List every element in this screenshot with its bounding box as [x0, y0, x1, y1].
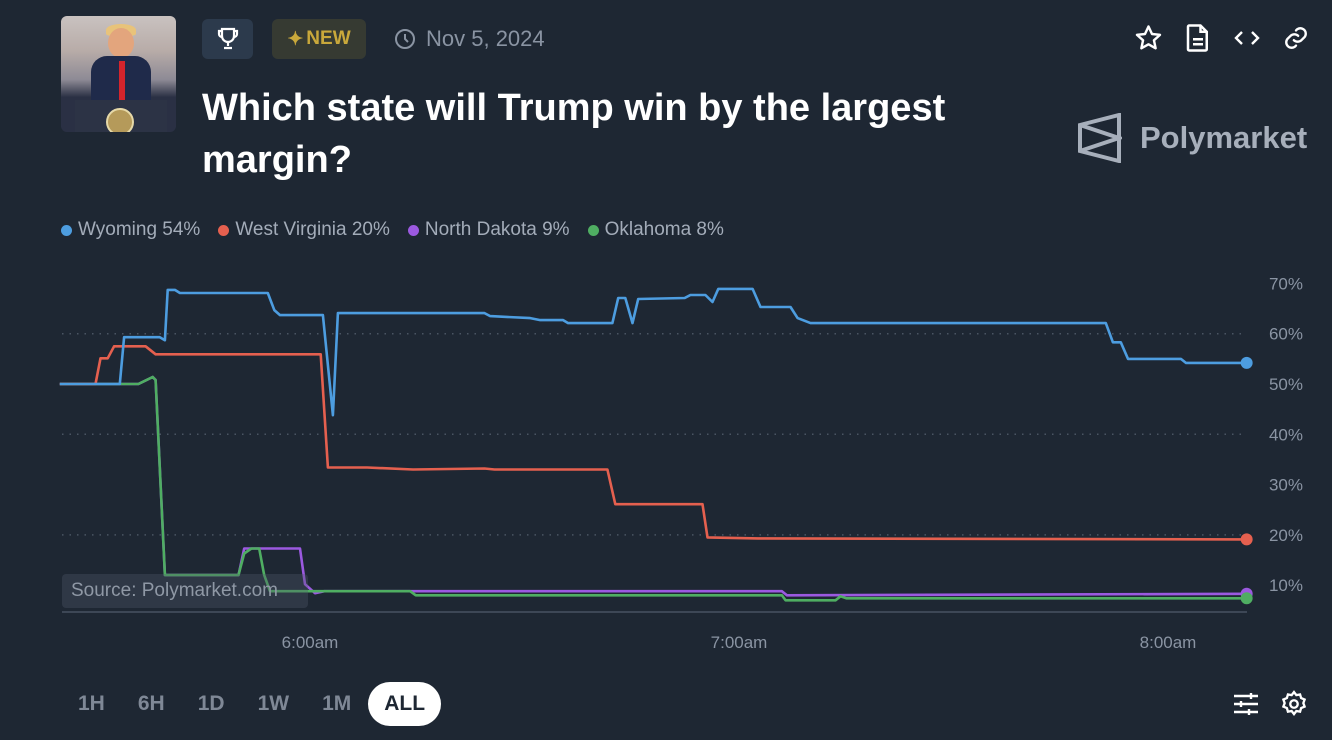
series-endpoint-oklahoma — [1240, 592, 1253, 605]
x-tick-label: 8:00am — [1140, 633, 1197, 652]
legend-item-west-virginia[interactable]: West Virginia 20% — [218, 219, 390, 241]
x-tick-label: 7:00am — [711, 633, 768, 652]
y-tick-label: 20% — [1269, 526, 1303, 545]
y-tick-label: 70% — [1269, 274, 1303, 293]
star-icon[interactable] — [1134, 22, 1163, 54]
document-icon[interactable] — [1183, 22, 1212, 54]
series-endpoint-west-virginia — [1240, 533, 1253, 546]
new-badge: ✦ NEW — [272, 19, 366, 59]
new-badge-label: NEW — [306, 28, 351, 49]
legend-label: West Virginia 20% — [235, 219, 390, 240]
chart-controls — [1232, 690, 1308, 718]
series-endpoint-wyoming — [1240, 356, 1253, 369]
series-line-wyoming — [59, 287, 1247, 417]
range-6h[interactable]: 6H — [137, 692, 165, 715]
legend-item-north-dakota[interactable]: North Dakota 9% — [407, 219, 570, 241]
legend-item-oklahoma[interactable]: Oklahoma 8% — [587, 219, 724, 241]
sliders-icon[interactable] — [1232, 690, 1260, 718]
link-icon[interactable] — [1281, 22, 1310, 54]
polymarket-logo: Polymarket — [1078, 113, 1307, 163]
y-tick-label: 30% — [1269, 476, 1303, 495]
series-line-north-dakota — [59, 375, 1247, 597]
series-line-oklahoma — [59, 375, 1247, 602]
range-1w[interactable]: 1W — [257, 692, 290, 715]
polymarket-logo-icon — [1078, 113, 1122, 163]
brand-name: Polymarket — [1140, 120, 1308, 155]
y-tick-label: 10% — [1269, 576, 1303, 595]
market-image — [61, 16, 176, 132]
x-tick-label: 6:00am — [282, 633, 339, 652]
trophy-button[interactable] — [202, 19, 253, 59]
legend-label: Wyoming 54% — [78, 219, 201, 240]
legend-label: North Dakota 9% — [424, 219, 570, 240]
clock-icon — [395, 29, 415, 49]
range-1d[interactable]: 1D — [197, 692, 225, 715]
series-line-west-virginia — [59, 345, 1247, 541]
date-label: Nov 5, 2024 — [426, 26, 545, 51]
code-icon[interactable] — [1232, 22, 1261, 54]
trophy-icon — [217, 27, 238, 50]
gear-icon[interactable] — [1280, 690, 1308, 718]
legend-label: Oklahoma 8% — [604, 219, 724, 240]
range-all[interactable]: ALL — [368, 682, 442, 726]
legend-item-wyoming[interactable]: Wyoming 54% — [61, 219, 200, 241]
sparkle-icon: ✦ — [287, 28, 304, 50]
source-watermark: Source: Polymarket.com — [62, 574, 308, 608]
end-date: Nov 5, 2024 — [394, 26, 545, 52]
chart-legend: Wyoming 54% West Virginia 20% North Dako… — [61, 219, 724, 241]
range-1h[interactable]: 1H — [78, 692, 105, 715]
header-actions — [1134, 22, 1310, 54]
page-title: Which state will Trump win by the larges… — [202, 87, 946, 181]
y-tick-label: 40% — [1269, 425, 1303, 444]
y-tick-label: 50% — [1269, 375, 1303, 394]
time-range-selector: 1H 6H 1D 1W 1M ALL — [62, 682, 442, 726]
range-1m[interactable]: 1M — [322, 692, 352, 715]
y-tick-label: 60% — [1269, 325, 1303, 344]
